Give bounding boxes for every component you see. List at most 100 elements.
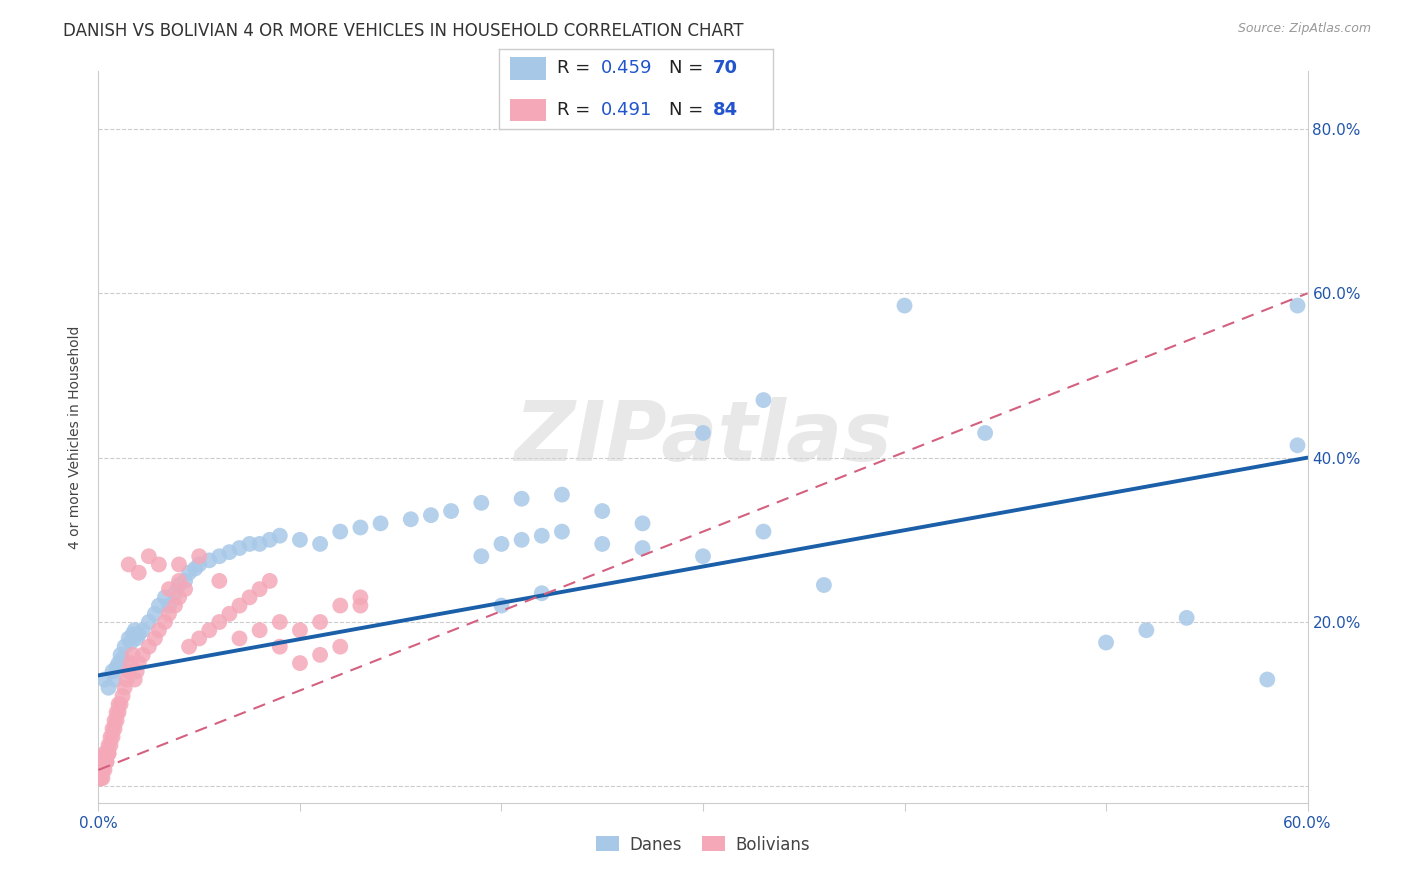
Text: 70: 70	[713, 60, 738, 78]
Point	[510, 533, 533, 547]
Point	[101, 730, 124, 744]
Point	[163, 599, 186, 613]
Point	[101, 665, 124, 679]
Point	[188, 558, 211, 572]
Point	[329, 640, 352, 654]
Point	[105, 706, 128, 720]
Point	[120, 635, 142, 649]
Point	[93, 755, 115, 769]
Point	[125, 665, 148, 679]
Point	[128, 656, 150, 670]
Point	[420, 508, 443, 523]
Point	[157, 582, 180, 596]
Point	[157, 599, 180, 613]
Point	[87, 771, 110, 785]
Point	[87, 763, 110, 777]
Point	[198, 624, 221, 638]
Point	[440, 504, 463, 518]
Point	[269, 615, 291, 629]
Point	[309, 615, 332, 629]
Point	[551, 524, 574, 539]
Point	[89, 763, 111, 777]
Text: 84: 84	[713, 101, 738, 119]
Point	[118, 558, 141, 572]
Point	[530, 529, 553, 543]
Point	[188, 632, 211, 646]
Point	[752, 524, 775, 539]
Point	[813, 578, 835, 592]
Point	[97, 681, 120, 695]
Point	[143, 632, 166, 646]
Point	[153, 591, 176, 605]
Point	[138, 549, 160, 564]
Point	[132, 648, 155, 662]
Point	[228, 599, 250, 613]
Point	[101, 722, 124, 736]
Point	[103, 722, 125, 736]
Point	[249, 537, 271, 551]
Point	[93, 747, 115, 761]
Point	[551, 487, 574, 501]
Point	[105, 660, 128, 674]
Point	[1256, 673, 1278, 687]
Point	[288, 624, 311, 638]
Point	[93, 763, 115, 777]
Point	[157, 607, 180, 621]
Point	[114, 640, 136, 654]
Point	[470, 549, 492, 564]
Point	[174, 574, 197, 588]
Point	[100, 739, 122, 753]
Point	[107, 656, 129, 670]
Point	[96, 755, 118, 769]
Point	[118, 665, 141, 679]
Point	[128, 627, 150, 641]
Point	[208, 615, 231, 629]
Y-axis label: 4 or more Vehicles in Household: 4 or more Vehicles in Household	[69, 326, 83, 549]
Point	[288, 656, 311, 670]
Point	[128, 566, 150, 580]
Point	[174, 582, 197, 596]
Point	[87, 771, 110, 785]
Text: DANISH VS BOLIVIAN 4 OR MORE VEHICLES IN HOUSEHOLD CORRELATION CHART: DANISH VS BOLIVIAN 4 OR MORE VEHICLES IN…	[63, 22, 744, 40]
Point	[132, 624, 155, 638]
Point	[218, 545, 240, 559]
Point	[89, 763, 111, 777]
Point	[249, 582, 271, 596]
Text: R =: R =	[557, 101, 596, 119]
Point	[491, 537, 513, 551]
Point	[167, 578, 190, 592]
Point	[893, 299, 915, 313]
Point	[148, 624, 170, 638]
Point	[228, 632, 250, 646]
Point	[1095, 635, 1118, 649]
Point	[93, 755, 115, 769]
Point	[96, 755, 118, 769]
Point	[631, 516, 654, 531]
Point	[93, 673, 115, 687]
Point	[288, 533, 311, 547]
Point	[631, 541, 654, 555]
Point	[208, 549, 231, 564]
Point	[239, 591, 262, 605]
Text: 0.491: 0.491	[600, 101, 652, 119]
Point	[1286, 438, 1309, 452]
Point	[91, 763, 114, 777]
Point	[121, 627, 143, 641]
Point	[100, 730, 122, 744]
Point	[974, 425, 997, 440]
Point	[218, 607, 240, 621]
Point	[249, 624, 271, 638]
Point	[138, 615, 160, 629]
Point	[309, 648, 332, 662]
Point	[110, 648, 132, 662]
Point	[97, 747, 120, 761]
Point	[125, 632, 148, 646]
Point	[752, 393, 775, 408]
Point	[491, 599, 513, 613]
Point	[91, 763, 114, 777]
Point	[148, 599, 170, 613]
Point	[510, 491, 533, 506]
Point	[269, 529, 291, 543]
Point	[91, 771, 114, 785]
Point	[124, 624, 146, 638]
